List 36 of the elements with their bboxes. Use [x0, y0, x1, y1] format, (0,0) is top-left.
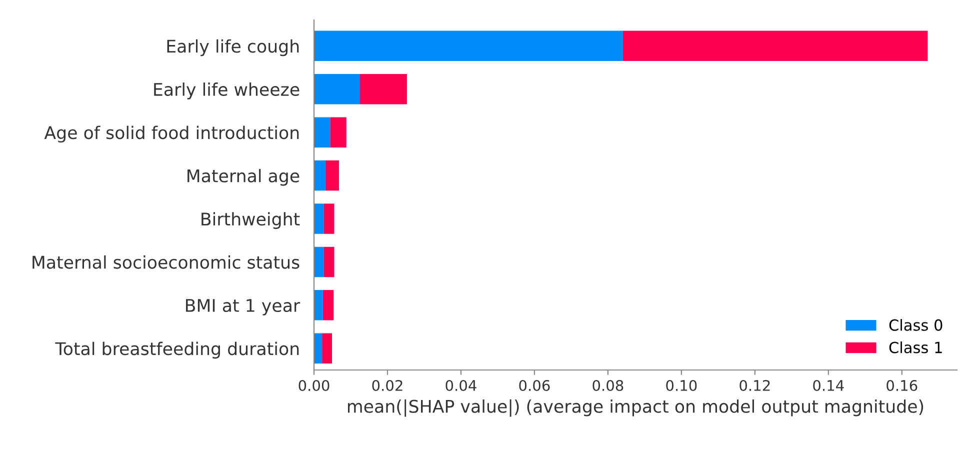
y-tick-label: Maternal socioeconomic status	[32, 255, 300, 269]
y-tick-label: Age of solid food introduction	[44, 126, 299, 143]
x-tick-label: 0.04	[446, 380, 476, 392]
x-tick-label: 0.06	[519, 380, 550, 392]
x-tick-label: 0.12	[740, 380, 770, 392]
legend-label: Class 0	[889, 319, 942, 331]
bar	[314, 74, 360, 104]
bar	[622, 30, 928, 62]
y-tick-label: Birthweight	[202, 212, 300, 229]
x-tick-label: 0.14	[813, 380, 844, 392]
y-tick-label: Maternal age	[188, 168, 300, 186]
x-tick-label: 0.08	[592, 380, 624, 392]
bar	[314, 290, 323, 320]
legend-label: Class 1	[889, 341, 942, 354]
bar	[314, 30, 623, 62]
bar	[314, 333, 322, 364]
bar	[330, 117, 346, 148]
bar	[322, 333, 332, 364]
bar	[314, 117, 330, 148]
y-tick-label: Total breastfeeding duration	[55, 342, 299, 359]
x-tick-label: 0.00	[298, 380, 330, 392]
bar	[314, 160, 326, 191]
bar	[324, 246, 334, 278]
x-tick-label: 0.02	[372, 380, 402, 392]
x-tick-label: 0.10	[666, 380, 697, 392]
bar	[360, 74, 407, 104]
bar	[314, 204, 324, 234]
y-tick-label: Early life wheeze	[154, 82, 300, 100]
bar	[324, 204, 334, 234]
y-tick-label: BMI at 1 year	[186, 299, 300, 316]
x-tick-label: 0.16	[886, 380, 918, 392]
y-tick-label: Early life cough	[167, 39, 299, 56]
bar	[314, 246, 324, 278]
bar	[325, 160, 339, 191]
x-axis-title: mean(|SHAP value|) (average impact on model output magnitude)	[348, 399, 924, 417]
bar	[322, 290, 334, 320]
